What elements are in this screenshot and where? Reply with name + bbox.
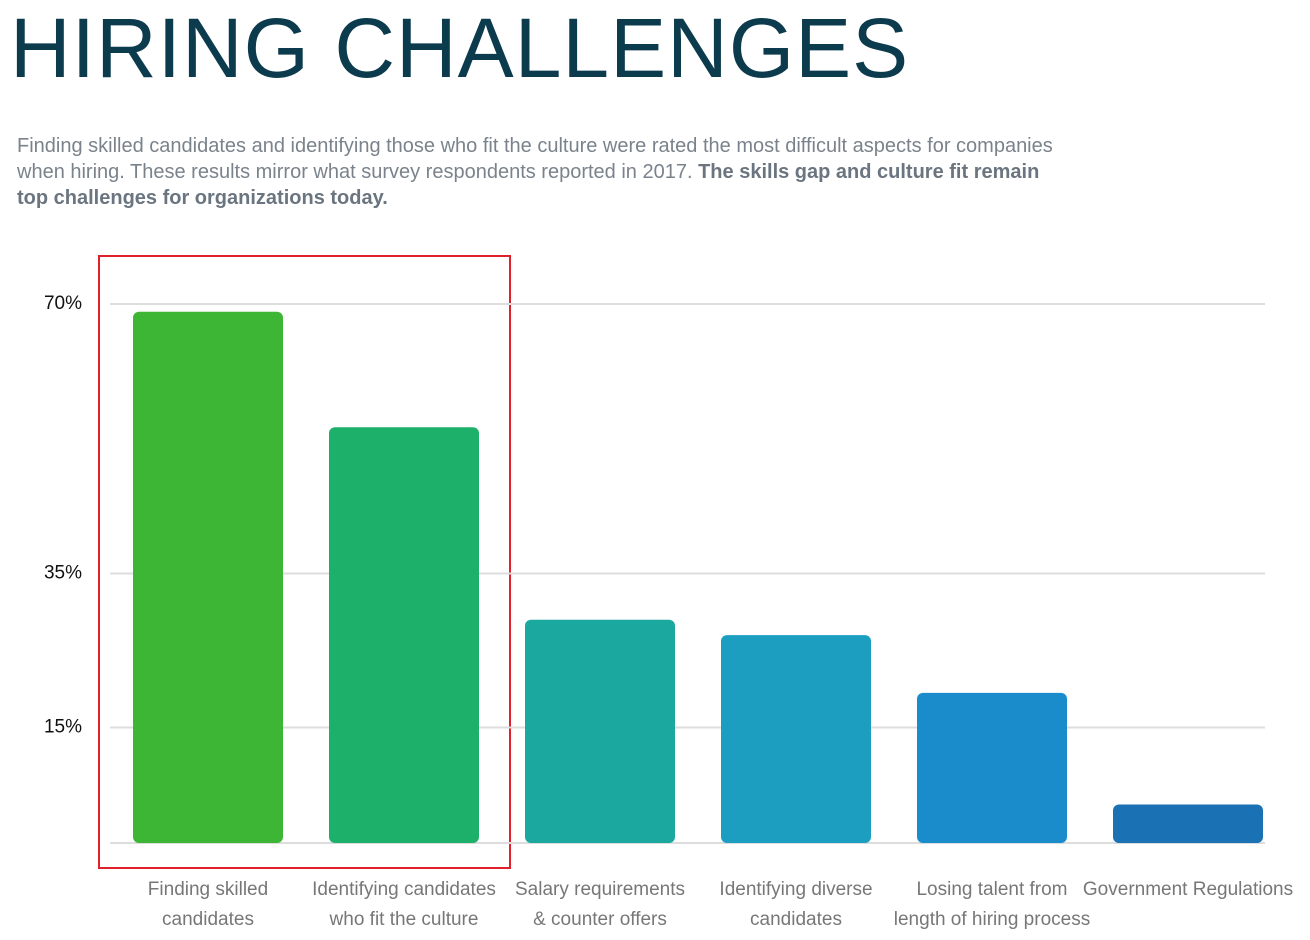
bar	[133, 311, 283, 843]
x-tick-label: Identifying candidates	[312, 879, 496, 900]
x-tick-label: who fit the culture	[329, 909, 479, 930]
title: HIRING CHALLENGES	[10, 1, 910, 95]
bar	[1113, 804, 1263, 843]
highlight-box	[98, 255, 511, 869]
y-tick-label: 35%	[44, 563, 82, 584]
x-tick-label: Losing talent from	[916, 879, 1067, 900]
bar	[329, 427, 479, 843]
x-tick-label: candidates	[750, 909, 842, 930]
subtitle: Finding skilled candidates and identifyi…	[17, 133, 1057, 211]
subtitle-text: Finding skilled candidates and identifyi…	[17, 135, 1053, 183]
x-tick-label: candidates	[162, 909, 254, 930]
x-tick-label: Government Regulations	[1083, 879, 1293, 900]
y-tick-label: 15%	[44, 717, 82, 738]
bar	[721, 635, 871, 843]
x-tick-label: Identifying diverse	[719, 879, 872, 900]
x-tick-label: Salary requirements	[515, 879, 685, 900]
x-tick-label: length of hiring process	[894, 909, 1090, 930]
x-tick-label: & counter offers	[533, 909, 667, 930]
bar	[917, 692, 1067, 843]
y-tick-label: 70%	[44, 293, 82, 314]
subtitle-bold: The skills gap and culture fit remain to…	[17, 161, 1040, 209]
bar	[525, 619, 675, 843]
x-tick-label: Finding skilled	[148, 879, 268, 900]
